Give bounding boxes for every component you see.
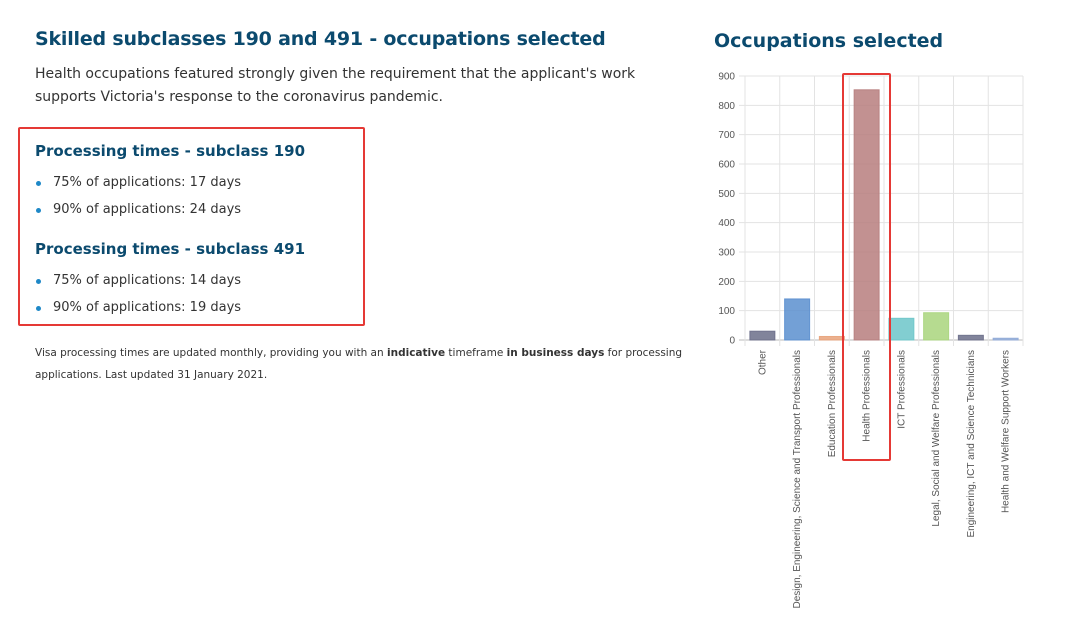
- y-tick-label: 900: [718, 72, 735, 83]
- list-item: 90% of applications: 19 days: [35, 294, 365, 321]
- bar[interactable]: [957, 334, 984, 341]
- list-item: 75% of applications: 17 days: [35, 169, 365, 196]
- list-item-text: 90% of applications: 24 days: [53, 202, 242, 217]
- footnote: Visa processing times are updated monthl…: [35, 342, 685, 386]
- footnote-part2: timeframe: [445, 347, 507, 359]
- footnote-part3: for processing applications. Last update…: [35, 347, 683, 381]
- processing-491: Processing times - subclass 491 75% of a…: [35, 240, 365, 321]
- x-tick-label: Health and Welfare Support Workers: [1001, 350, 1012, 513]
- bars: [749, 89, 1019, 341]
- processing-190-title: Processing times - subclass 190: [35, 142, 305, 160]
- chart-title: Occupations selected: [714, 30, 944, 52]
- x-tick-label: Health Professionals: [862, 350, 873, 442]
- list-item-text: 75% of applications: 17 days: [53, 175, 242, 190]
- list-item: 75% of applications: 14 days: [35, 267, 365, 294]
- y-tick-label: 700: [718, 130, 735, 141]
- y-tick-label: 200: [718, 277, 735, 288]
- bullet-icon: [36, 181, 41, 186]
- x-tick-label: Engineering, ICT and Science Technicians: [966, 350, 977, 538]
- processing-190: Processing times - subclass 190 75% of a…: [35, 142, 365, 223]
- bar[interactable]: [923, 312, 950, 341]
- y-tick-label: 300: [718, 248, 735, 259]
- y-tick-label: 800: [718, 101, 735, 112]
- x-tick-label: Other: [757, 349, 768, 375]
- grid: [739, 75, 1024, 346]
- bullet-icon: [36, 306, 41, 311]
- y-axis-ticks: 0 100 200 300 400 500 600 700 800 900: [718, 72, 735, 347]
- bar[interactable]: [749, 330, 776, 341]
- bar[interactable]: [992, 337, 1019, 341]
- bar[interactable]: [853, 89, 880, 341]
- bullet-icon: [36, 279, 41, 284]
- occupations-bar-chart: 0 100 200 300 400 500 600 700 800 900 Other Design…: [718, 72, 1024, 608]
- x-tick-label: Education Professionals: [827, 350, 838, 457]
- highlight-box-health: [842, 73, 891, 461]
- y-tick-label: 500: [718, 189, 735, 200]
- footnote-bold-indicative: indicative: [387, 347, 446, 359]
- section-heading: Skilled subclasses 190 and 491 - occupat…: [35, 28, 606, 50]
- footnote-bold-business-days: in business days: [506, 347, 605, 359]
- x-tick-label: Design, Engineering, Science and Transpo…: [792, 350, 803, 608]
- x-tick-label: Legal, Social and Welfare Professionals: [931, 350, 942, 527]
- y-tick-label: 100: [718, 306, 735, 317]
- list-item-text: 75% of applications: 14 days: [53, 273, 242, 288]
- footnote-part1: Visa processing times are updated monthl…: [35, 347, 387, 359]
- y-tick-label: 0: [729, 336, 735, 347]
- bar[interactable]: [888, 317, 915, 341]
- x-axis-labels: Other Design, Engineering, Science and Tr…: [757, 349, 1011, 608]
- left-column: Skilled subclasses 190 and 491 - occupat…: [35, 28, 675, 109]
- processing-491-title: Processing times - subclass 491: [35, 240, 305, 258]
- list-item: 90% of applications: 24 days: [35, 196, 365, 223]
- bullet-icon: [36, 208, 41, 213]
- bar[interactable]: [784, 298, 811, 341]
- y-tick-label: 400: [718, 218, 735, 229]
- list-item-text: 90% of applications: 19 days: [53, 300, 242, 315]
- bar[interactable]: [818, 335, 845, 341]
- intro-text: Health occupations featured strongly giv…: [35, 66, 636, 105]
- y-tick-label: 600: [718, 160, 735, 171]
- x-tick-label: ICT Professionals: [896, 350, 907, 429]
- highlight-box-processing: [18, 127, 365, 326]
